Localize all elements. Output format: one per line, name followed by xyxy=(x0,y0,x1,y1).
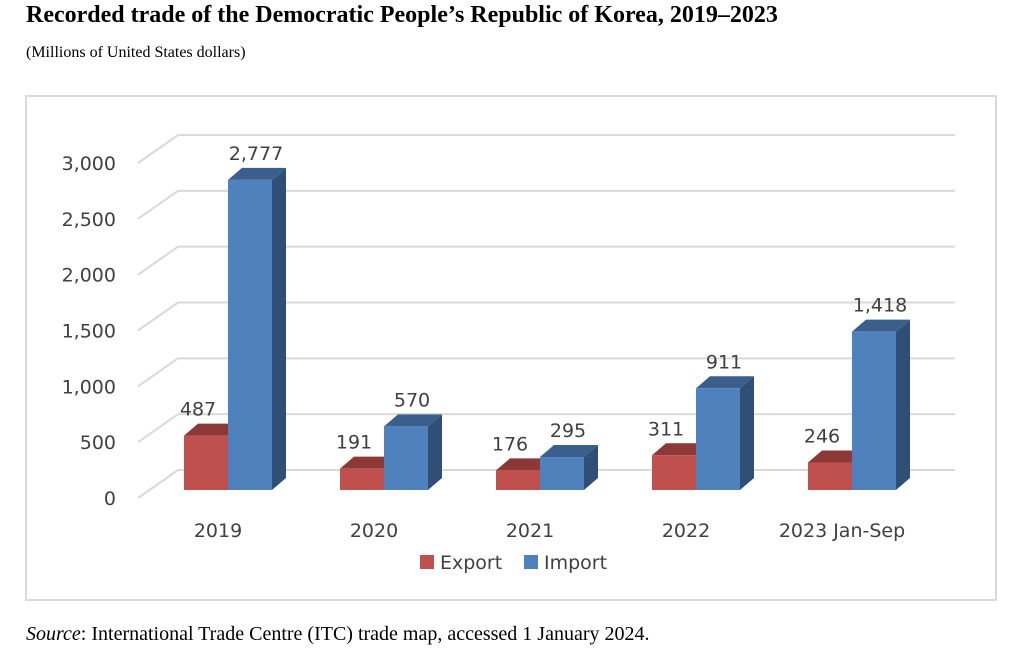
data-label-import: 570 xyxy=(394,389,430,411)
data-label-import: 911 xyxy=(706,351,742,373)
bar-side-import xyxy=(740,376,754,490)
legend-label-export: Export xyxy=(440,552,502,574)
bar-top-export xyxy=(652,443,710,456)
bar-top-import xyxy=(540,445,598,458)
y-tick-label: 2,500 xyxy=(62,209,116,231)
legend-swatch-export xyxy=(420,555,434,569)
legend-swatch-import xyxy=(524,555,538,569)
gridline-diag xyxy=(137,245,179,276)
page-subtitle: (Millions of United States dollars) xyxy=(26,44,246,61)
gridline-diag xyxy=(137,357,179,388)
bar-import xyxy=(852,331,896,490)
bar-export xyxy=(184,435,228,490)
chart-frame xyxy=(25,95,997,601)
bar-side-import xyxy=(428,414,442,490)
gridline-diag xyxy=(137,301,179,332)
data-label-export: 191 xyxy=(336,432,372,454)
bar-import xyxy=(384,426,428,490)
bar-top-export xyxy=(808,450,866,463)
data-label-export: 487 xyxy=(180,399,216,421)
gridline-diag xyxy=(137,190,179,220)
bar-export xyxy=(496,470,540,490)
bar-side-import xyxy=(896,319,910,490)
bar-import xyxy=(228,179,272,490)
x-tick-label: 2022 xyxy=(662,520,710,542)
y-tick-label: 2,000 xyxy=(62,265,116,287)
bar-top-import xyxy=(384,414,442,427)
data-label-export: 246 xyxy=(804,426,840,448)
bar-top-import xyxy=(228,167,286,180)
data-label-import: 2,777 xyxy=(229,143,283,165)
bar-export xyxy=(652,455,696,490)
bar-import xyxy=(696,388,740,490)
bar-top-import xyxy=(852,319,910,332)
bar-export xyxy=(808,462,852,490)
x-tick-label: 2021 xyxy=(506,520,554,542)
data-label-export: 311 xyxy=(648,418,684,440)
bar-top-export xyxy=(340,456,398,469)
y-tick-label: 1,500 xyxy=(62,321,116,343)
legend-label-import: Import xyxy=(544,552,607,574)
bar-side-import xyxy=(272,167,286,490)
x-tick-label: 2023 Jan-Sep xyxy=(779,520,905,542)
data-label-import: 295 xyxy=(550,420,586,442)
page-title: Recorded trade of the Democratic People’… xyxy=(26,2,778,28)
x-tick-label: 2019 xyxy=(194,520,242,542)
bar-top-import xyxy=(696,376,754,389)
bar-export xyxy=(340,468,384,490)
bar-top-export xyxy=(184,423,242,436)
y-tick-label: 0 xyxy=(104,488,116,510)
gridline-diag xyxy=(137,134,179,164)
bar-import xyxy=(540,457,584,490)
source-note: Source: International Trade Centre (ITC)… xyxy=(26,623,650,646)
y-tick-label: 1,000 xyxy=(62,376,116,398)
data-label-export: 176 xyxy=(492,433,528,455)
y-tick-label: 500 xyxy=(80,432,116,454)
gridline-diag xyxy=(137,413,179,443)
data-label-import: 1,418 xyxy=(853,295,907,317)
bar-side-import xyxy=(584,445,598,490)
x-tick-label: 2020 xyxy=(350,520,398,542)
source-label: Source xyxy=(26,623,81,645)
source-text: : International Trade Centre (ITC) trade… xyxy=(80,623,650,645)
bar-top-export xyxy=(496,458,554,471)
y-tick-label: 3,000 xyxy=(62,153,116,175)
gridline-diag xyxy=(137,469,179,499)
